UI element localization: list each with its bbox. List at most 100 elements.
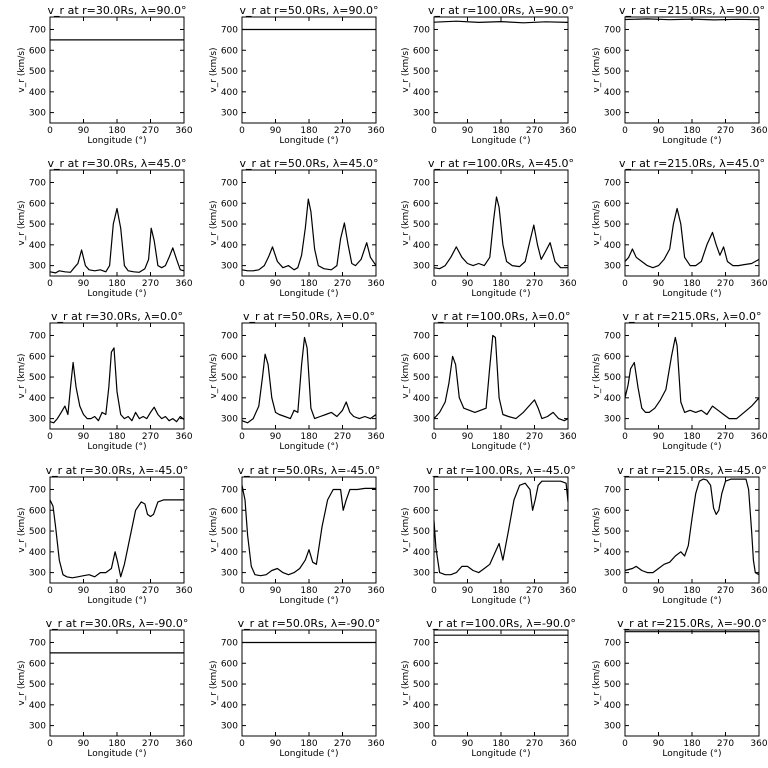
plot-title: v_r at r=30.0Rs, λ=-45.0° [46, 464, 189, 477]
x-tick-label: 270 [142, 586, 159, 596]
y-tick-label: 500 [413, 67, 430, 77]
y-tick-label: 400 [29, 548, 46, 558]
y-axis-label: v_r (km/s) [17, 507, 27, 552]
x-tick-label: 270 [717, 586, 734, 596]
y-tick-label: 400 [29, 394, 46, 404]
series-line [241, 336, 377, 424]
y-tick-label: 400 [413, 241, 430, 251]
y-tick-label: 300 [29, 722, 46, 732]
y-tick-label: 300 [413, 415, 430, 425]
x-tick-label: 360 [175, 586, 192, 596]
x-tick-label: 90 [653, 432, 665, 442]
x-axis-label: Longitude (°) [662, 749, 721, 759]
x-tick-label: 360 [750, 432, 767, 442]
y-tick-label: 700 [29, 25, 46, 35]
y-tick-label: 600 [29, 659, 46, 669]
x-axis-label: Longitude (°) [279, 289, 338, 299]
x-tick-label: 0 [431, 432, 437, 442]
y-tick-label: 600 [413, 46, 430, 56]
x-tick-label: 90 [270, 279, 282, 289]
y-tick-label: 400 [604, 548, 621, 558]
y-tick-label: 500 [413, 373, 430, 383]
y-tick-label: 600 [221, 46, 238, 56]
series-line [624, 478, 760, 576]
x-axis-label: Longitude (°) [87, 442, 146, 452]
x-tick-label: 90 [653, 586, 665, 596]
x-tick-label: 270 [526, 279, 543, 289]
x-tick-label: 0 [47, 126, 53, 136]
x-tick-label: 0 [239, 126, 245, 136]
plot-title: v_r at r=215.0Rs, λ=90.0° [619, 4, 765, 17]
y-axis-label: v_r (km/s) [209, 660, 219, 705]
plot-panel: v_r at r=215.0Rs, λ=45.0° 0 90 180 270 360 300… [592, 157, 768, 299]
y-tick-label: 600 [604, 199, 621, 209]
x-tick-label: 360 [367, 279, 384, 289]
y-tick-label: 600 [29, 506, 46, 516]
y-tick-label: 700 [413, 178, 430, 188]
y-tick-label: 300 [29, 415, 46, 425]
x-tick-label: 90 [462, 739, 474, 749]
x-tick-label: 360 [750, 739, 767, 749]
y-tick-label: 600 [413, 659, 430, 669]
x-tick-label: 360 [175, 126, 192, 136]
x-tick-label: 0 [431, 279, 437, 289]
x-tick-label: 360 [559, 586, 576, 596]
x-tick-label: 360 [367, 586, 384, 596]
y-axis-label: v_r (km/s) [592, 507, 602, 552]
y-tick-label: 400 [413, 548, 430, 558]
y-tick-label: 400 [221, 88, 238, 98]
plot-panel: v_r at r=50.0Rs, λ=-45.0° 0 90 180 270 360 300… [209, 464, 385, 606]
plot-frame [49, 16, 185, 124]
x-tick-label: 90 [270, 586, 282, 596]
plot-frame [241, 16, 377, 124]
x-tick-label: 270 [526, 126, 543, 136]
plot-panel: v_r at r=215.0Rs, λ=90.0° 0 90 180 270 360 300… [592, 4, 768, 146]
y-tick-label: 700 [29, 331, 46, 341]
y-tick-label: 300 [29, 109, 46, 119]
x-tick-label: 90 [462, 126, 474, 136]
x-tick-label: 180 [683, 739, 700, 749]
x-tick-label: 180 [683, 432, 700, 442]
plot-title: v_r at r=30.0Rs, λ=0.0° [51, 310, 183, 323]
x-tick-label: 0 [622, 739, 628, 749]
x-axis-label: Longitude (°) [87, 289, 146, 299]
plot-frame [241, 629, 377, 737]
x-axis-label: Longitude (°) [471, 596, 530, 606]
x-axis-label: Longitude (°) [662, 596, 721, 606]
x-tick-label: 180 [492, 279, 509, 289]
y-tick-label: 500 [29, 220, 46, 230]
x-tick-label: 270 [717, 126, 734, 136]
plot-frame [624, 16, 760, 124]
x-tick-label: 270 [526, 739, 543, 749]
y-tick-label: 400 [221, 241, 238, 251]
plot-frame [624, 169, 760, 277]
x-tick-label: 90 [78, 126, 90, 136]
y-tick-label: 500 [221, 680, 238, 690]
x-tick-label: 270 [142, 126, 159, 136]
y-axis-label: v_r (km/s) [401, 353, 411, 398]
y-tick-label: 700 [413, 485, 430, 495]
x-tick-label: 360 [750, 586, 767, 596]
y-tick-label: 600 [413, 352, 430, 362]
x-axis-label: Longitude (°) [662, 442, 721, 452]
y-tick-label: 700 [29, 178, 46, 188]
x-tick-label: 90 [78, 432, 90, 442]
y-tick-label: 500 [221, 220, 238, 230]
plot-title: v_r at r=30.0Rs, λ=45.0° [48, 157, 187, 170]
x-axis-label: Longitude (°) [662, 136, 721, 146]
y-tick-label: 400 [221, 548, 238, 558]
x-tick-label: 0 [47, 586, 53, 596]
series-line [433, 20, 569, 24]
y-tick-label: 600 [221, 199, 238, 209]
plot-title: v_r at r=215.0Rs, λ=0.0° [623, 310, 762, 323]
series-line [433, 480, 569, 576]
plot-frame [433, 322, 569, 430]
y-axis-label: v_r (km/s) [592, 353, 602, 398]
series-line [624, 207, 760, 269]
x-tick-label: 90 [653, 126, 665, 136]
y-tick-label: 500 [221, 373, 238, 383]
y-tick-label: 300 [604, 109, 621, 119]
y-tick-label: 700 [221, 25, 238, 35]
y-tick-label: 500 [604, 527, 621, 537]
x-axis-label: Longitude (°) [87, 136, 146, 146]
